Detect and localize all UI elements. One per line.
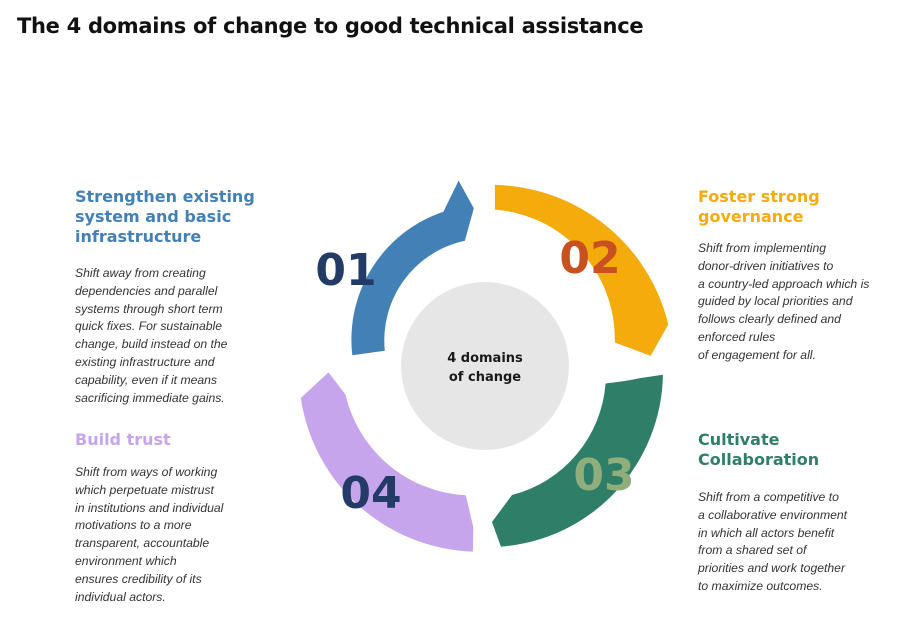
domain-04-heading: Build trust <box>75 430 171 449</box>
domain-02-description: Shift from implementing donor-driven ini… <box>698 241 870 362</box>
domain-01-number: 01 <box>315 245 376 296</box>
domain-04-number: 04 <box>340 468 401 519</box>
segment-04-arc <box>300 372 474 552</box>
segment-02-arc <box>494 184 669 356</box>
domain-02-heading: Foster strong governance <box>698 187 820 226</box>
center-label-line2: of change <box>449 370 521 385</box>
domain-03-description: Shift from a competitive to a collaborat… <box>698 490 848 593</box>
domain-03-heading: Cultivate Collaboration <box>698 430 820 469</box>
domain-04-description: Shift from ways of working which perpetu… <box>75 465 224 604</box>
domain-01-heading: Strengthen existing system and basic inf… <box>75 187 255 246</box>
domain-03-number: 03 <box>573 450 634 501</box>
segment-03-arc <box>492 374 663 547</box>
center-circle <box>401 282 569 450</box>
page-title: The 4 domains of change to good technica… <box>17 14 644 38</box>
segment-01-arc <box>351 180 474 356</box>
domain-01-description: Shift away from creating dependencies an… <box>75 266 228 405</box>
domain-02-number: 02 <box>559 233 620 284</box>
center-label-line1: 4 domains <box>447 351 523 366</box>
